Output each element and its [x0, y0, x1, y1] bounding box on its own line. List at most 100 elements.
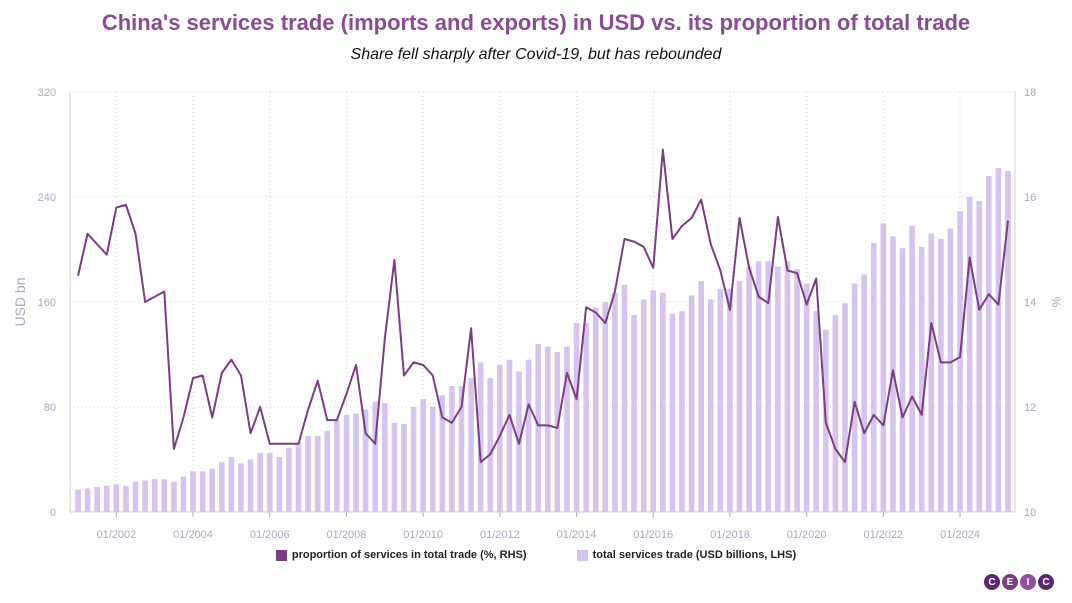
bar [803, 283, 810, 513]
bar [755, 261, 762, 512]
bar [564, 346, 570, 513]
bar [986, 176, 992, 512]
bar [727, 288, 733, 513]
bar [535, 344, 542, 512]
bar [928, 233, 935, 512]
y-left-tick-label: 160 [38, 297, 56, 309]
bar [813, 311, 820, 512]
y-right-tick-label: 16 [1024, 192, 1036, 204]
bar [132, 481, 139, 512]
y-axis-right-label: % [1049, 297, 1063, 308]
bar [851, 283, 858, 513]
bar [525, 359, 532, 512]
bar [679, 311, 685, 512]
legend-label-proportion: proportion of services in total trade (%… [291, 549, 527, 561]
bar [784, 261, 791, 512]
bar [123, 485, 129, 512]
x-tick-label: 01/2008 [327, 529, 367, 540]
x-tick-label: 01/2020 [787, 529, 827, 540]
x-tick-label: 01/2002 [96, 529, 136, 540]
bar [468, 378, 474, 513]
bar [113, 484, 120, 512]
bar [84, 488, 91, 513]
bar [209, 468, 216, 512]
bar [660, 292, 666, 512]
bar [286, 447, 292, 512]
x-tick-label: 01/2004 [173, 529, 213, 540]
bar [266, 452, 273, 512]
bar [439, 395, 446, 512]
bar [544, 346, 551, 513]
bar [382, 403, 388, 512]
bar [621, 284, 628, 512]
bar [276, 456, 283, 513]
bar [583, 323, 589, 512]
bar [305, 435, 311, 513]
bar [554, 351, 561, 513]
bar [343, 414, 350, 513]
bar [938, 239, 944, 512]
bar [947, 228, 954, 512]
x-tick-label: 01/2022 [863, 529, 903, 540]
bar [650, 290, 657, 512]
bar [794, 269, 800, 512]
bar [1005, 170, 1011, 512]
bar [775, 266, 781, 512]
bar [957, 211, 963, 512]
bar [247, 459, 254, 512]
grid-layer [70, 91, 1015, 512]
bar [449, 386, 455, 512]
bar [497, 365, 503, 512]
bar [458, 386, 465, 512]
bar [669, 313, 676, 512]
y-left-tick-label: 240 [38, 192, 56, 204]
bar [746, 266, 752, 512]
y-left-tick-label: 320 [38, 87, 56, 99]
bar [640, 299, 647, 513]
y-axis-left-label: USD bn [12, 277, 28, 326]
bar [401, 424, 407, 512]
bar [372, 401, 379, 512]
logo-letter: E [1002, 574, 1018, 590]
legend-label-total: total services trade (USD billions, LHS) [592, 549, 797, 561]
x-tick-label: 01/2016 [633, 529, 673, 540]
bar [362, 409, 369, 513]
bar [707, 299, 714, 513]
bar [228, 456, 235, 513]
bar [353, 413, 359, 512]
bar [429, 407, 436, 512]
y-right-tick-label: 10 [1024, 507, 1036, 519]
bar [506, 359, 513, 512]
bar [765, 261, 772, 512]
legend-item-total[interactable]: total services trade (USD billions, LHS) [576, 549, 797, 561]
line-series [77, 148, 1009, 464]
bar [487, 378, 494, 513]
legend-swatch-bars [576, 549, 588, 561]
bar [199, 471, 206, 512]
series-line-proportion [77, 148, 1009, 464]
x-tick-label: 01/2018 [710, 529, 750, 540]
x-tick-label: 01/2014 [557, 529, 597, 540]
bar [612, 292, 618, 512]
logo-letter: C [1038, 574, 1054, 590]
bar [334, 420, 340, 513]
logo-letter: I [1020, 574, 1036, 590]
bar [324, 430, 331, 513]
bar [698, 281, 704, 512]
legend-item-proportion[interactable]: proportion of services in total trade (%… [275, 549, 527, 561]
x-tick-label: 01/2024 [940, 529, 980, 540]
bar [477, 362, 484, 513]
bar [314, 435, 321, 513]
bar [219, 462, 225, 513]
bar [161, 479, 168, 512]
bar [142, 480, 148, 512]
bar [420, 399, 426, 513]
bar-series [75, 168, 1011, 513]
bar [966, 197, 973, 512]
bar [842, 303, 848, 512]
y-right-tick-label: 14 [1024, 297, 1036, 309]
bar [861, 274, 867, 512]
bar [171, 481, 177, 512]
bar [688, 295, 695, 512]
bar [717, 288, 724, 513]
